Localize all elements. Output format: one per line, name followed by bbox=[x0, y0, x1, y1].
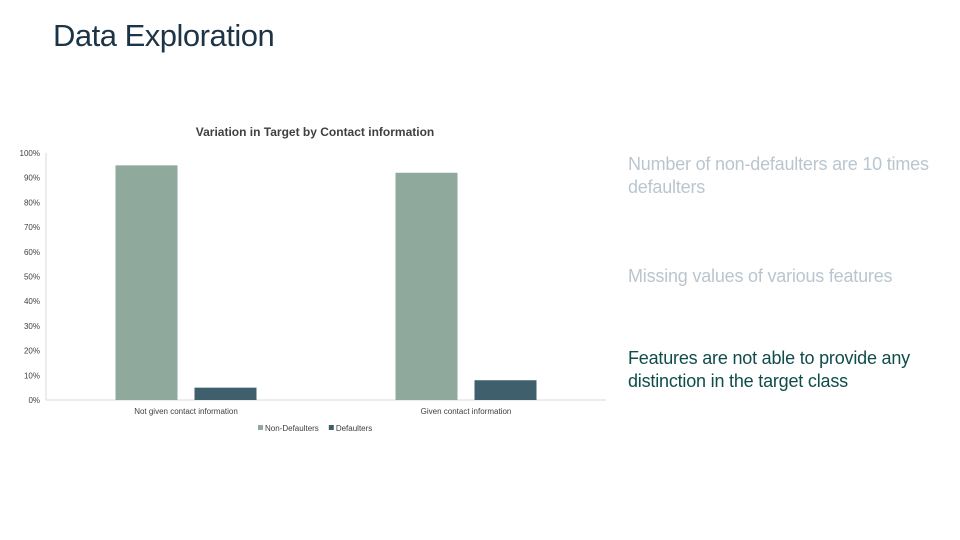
legend-swatch bbox=[258, 425, 263, 430]
slide-title: Data Exploration bbox=[53, 18, 275, 53]
bar-defaulters bbox=[474, 380, 537, 400]
bullet-item: Missing values of various features bbox=[628, 266, 893, 286]
y-tick-label: 10% bbox=[24, 371, 40, 380]
chart-bars bbox=[115, 165, 537, 400]
y-tick-label: 70% bbox=[24, 223, 40, 232]
y-tick-label: 20% bbox=[24, 347, 40, 356]
y-tick-label: 40% bbox=[24, 297, 40, 306]
legend-swatch bbox=[328, 425, 334, 430]
bar-chart: Variation in Target by Contact informati… bbox=[20, 125, 606, 433]
y-tick-label: 90% bbox=[24, 174, 40, 183]
x-axis-categories: Not given contact information Given conta… bbox=[134, 407, 511, 416]
x-category-label: Not given contact information bbox=[134, 407, 238, 416]
legend-label: Non-Defaulters bbox=[265, 424, 319, 433]
bar-defaulters bbox=[194, 387, 257, 400]
bar-non-defaulters bbox=[395, 172, 458, 400]
y-tick-label: 60% bbox=[24, 248, 40, 257]
bullet-item: Features are not able to provide any dis… bbox=[628, 348, 910, 391]
y-tick-label: 30% bbox=[24, 322, 40, 331]
bullet-item: Number of non-defaulters are 10 times de… bbox=[628, 154, 929, 197]
bar-non-defaulters bbox=[115, 165, 178, 400]
y-tick-label: 50% bbox=[24, 273, 40, 282]
y-tick-label: 0% bbox=[28, 396, 40, 405]
chart-legend: Non-Defaulters Defaulters bbox=[258, 424, 372, 433]
y-axis-ticks: 0% 10% 20% 30% 40% 50% 60% 70% 80% 90% 100% bbox=[20, 149, 40, 405]
chart-title: Variation in Target by Contact informati… bbox=[196, 125, 434, 139]
y-tick-label: 80% bbox=[24, 198, 40, 207]
y-tick-label: 100% bbox=[20, 149, 40, 158]
x-category-label: Given contact information bbox=[421, 407, 512, 416]
legend-label: Defaulters bbox=[336, 424, 372, 433]
